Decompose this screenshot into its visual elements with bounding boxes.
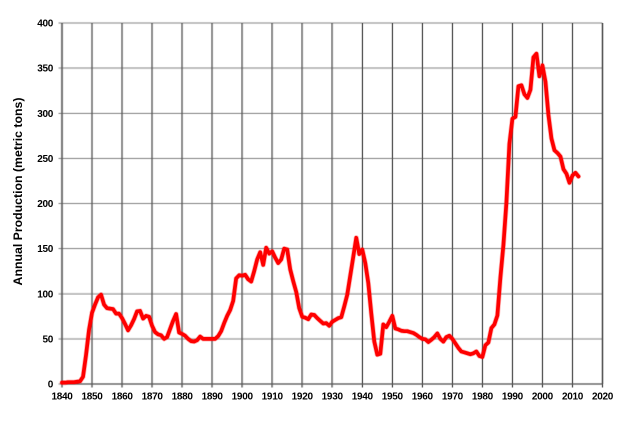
svg-text:300: 300 [37,109,54,120]
svg-text:2010: 2010 [562,391,584,402]
svg-text:350: 350 [37,64,54,75]
svg-text:Annual Production (metric tons: Annual Production (metric tons) [11,98,25,286]
svg-text:1860: 1860 [112,391,134,402]
svg-text:400: 400 [37,19,54,30]
svg-text:1950: 1950 [382,391,404,402]
svg-text:150: 150 [37,244,54,255]
svg-text:1910: 1910 [262,391,284,402]
svg-text:1980: 1980 [472,391,494,402]
svg-text:1900: 1900 [232,391,254,402]
svg-text:1880: 1880 [172,391,194,402]
svg-text:200: 200 [37,199,54,210]
svg-text:250: 250 [37,154,54,165]
svg-text:100: 100 [37,289,54,300]
svg-text:2020: 2020 [592,391,614,402]
svg-text:1960: 1960 [412,391,434,402]
svg-text:1970: 1970 [442,391,464,402]
svg-text:0: 0 [48,380,54,391]
svg-text:1930: 1930 [322,391,344,402]
svg-text:2000: 2000 [532,391,554,402]
svg-text:1890: 1890 [202,391,224,402]
svg-text:1840: 1840 [51,391,73,402]
svg-text:1920: 1920 [292,391,314,402]
svg-text:1940: 1940 [352,391,374,402]
svg-text:50: 50 [42,334,53,345]
svg-text:1870: 1870 [142,391,164,402]
svg-text:1850: 1850 [81,391,103,402]
svg-text:1990: 1990 [502,391,524,402]
